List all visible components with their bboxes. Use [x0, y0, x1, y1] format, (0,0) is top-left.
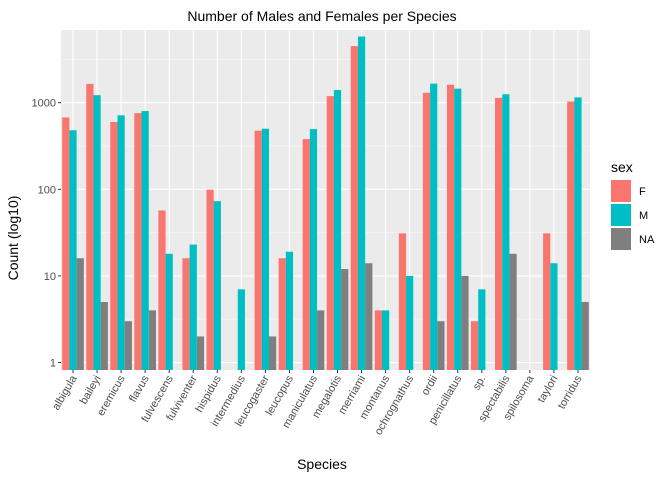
bar-M-leucogaster [261, 128, 269, 370]
bar-M-eremicus [117, 115, 125, 371]
bar-NA-megalotis [341, 269, 349, 370]
x-axis-title: Species [297, 456, 347, 472]
bar-M-baileyi [93, 95, 101, 370]
y-tick-label: 10 [44, 271, 56, 283]
bar-M-maniculatus [309, 129, 318, 370]
bar-F-merriami [350, 46, 358, 370]
bar-M-torridus [574, 97, 582, 370]
bar-NA-spectabilis [509, 253, 517, 370]
bar-M-fulvescens [165, 253, 173, 370]
bar-M-intermedius [237, 289, 245, 370]
bar-M-flavus [141, 111, 149, 371]
legend-label-F: F [639, 186, 646, 198]
bar-M-ordii [430, 83, 438, 370]
bar-F-ochrognathus [398, 233, 407, 370]
x-tick-label: flavus [127, 373, 152, 404]
x-tick-label: albigula [50, 373, 80, 413]
bar-M-albigula [69, 130, 77, 370]
bar-F-megalotis [326, 96, 334, 370]
bar-M-leucopus [285, 251, 294, 370]
bar-F-fulvescens [158, 210, 166, 370]
bar-F-sp. [470, 321, 479, 370]
legend-label-NA: NA [639, 234, 655, 246]
legend-key-NA [611, 228, 631, 250]
x-tick-label: taylori [535, 374, 560, 405]
bar-F-hispidus [206, 189, 214, 370]
bar-M-sp. [478, 289, 486, 370]
y-tick-label: 1000 [32, 98, 56, 110]
bar-NA-flavus [148, 310, 156, 370]
bar-M-fulviventer [189, 244, 197, 370]
y-axis-title: Count (log10) [5, 196, 21, 281]
plot-panel [61, 30, 590, 371]
bar-M-penicillatus [454, 88, 462, 370]
y-tick-label: 100 [38, 184, 56, 196]
bar-F-eremicus [110, 122, 118, 370]
bar-M-montanus [382, 310, 390, 370]
bar-F-fulviventer [182, 258, 190, 370]
bar-NA-merriami [365, 263, 373, 370]
bar-M-merriami [357, 36, 366, 370]
bar-NA-maniculatus [317, 310, 325, 370]
bar-M-taylori [550, 263, 558, 370]
bar-NA-fulviventer [196, 336, 205, 370]
bar-F-ordii [422, 92, 431, 370]
x-tick-label: sp. [471, 374, 489, 393]
bar-M-spectabilis [502, 94, 510, 371]
bar-F-leucogaster [254, 130, 262, 370]
bar-F-leucopus [278, 258, 286, 370]
bar-F-taylori [543, 233, 551, 370]
bar-F-maniculatus [302, 139, 310, 370]
bar-NA-eremicus [124, 321, 132, 370]
bar-NA-torridus [581, 301, 589, 370]
bar-NA-penicillatus [461, 275, 469, 370]
bar-M-ochrognathus [406, 275, 414, 370]
x-tick-label: torridus [556, 373, 585, 411]
y-tick-label: 1 [50, 358, 56, 370]
legend-key-M [611, 204, 631, 226]
bar-M-megalotis [333, 90, 342, 371]
bar-F-penicillatus [446, 84, 455, 370]
bar-NA-ordii [437, 321, 445, 370]
x-tick-label: baileyi [78, 374, 104, 407]
bar-F-baileyi [86, 83, 94, 371]
bar-F-montanus [374, 310, 383, 370]
bar-F-flavus [134, 113, 142, 370]
bar-M-hispidus [213, 201, 221, 370]
y-axis: 1 10 100 1000 [32, 98, 61, 370]
x-tick-label: ordii [420, 374, 441, 398]
bar-F-spectabilis [495, 97, 503, 370]
legend: sex FM NA [611, 159, 655, 250]
bar-NA-albigula [76, 258, 84, 370]
bar-NA-leucogaster [268, 336, 277, 370]
legend-key-F [611, 180, 631, 202]
bar-F-albigula [62, 117, 70, 370]
bar-NA-baileyi [100, 301, 108, 370]
bar-F-torridus [567, 101, 575, 371]
legend-title: sex [611, 159, 633, 175]
chart-title: Number of Males and Females per Species [187, 8, 456, 24]
legend-label-M: M [639, 210, 648, 222]
